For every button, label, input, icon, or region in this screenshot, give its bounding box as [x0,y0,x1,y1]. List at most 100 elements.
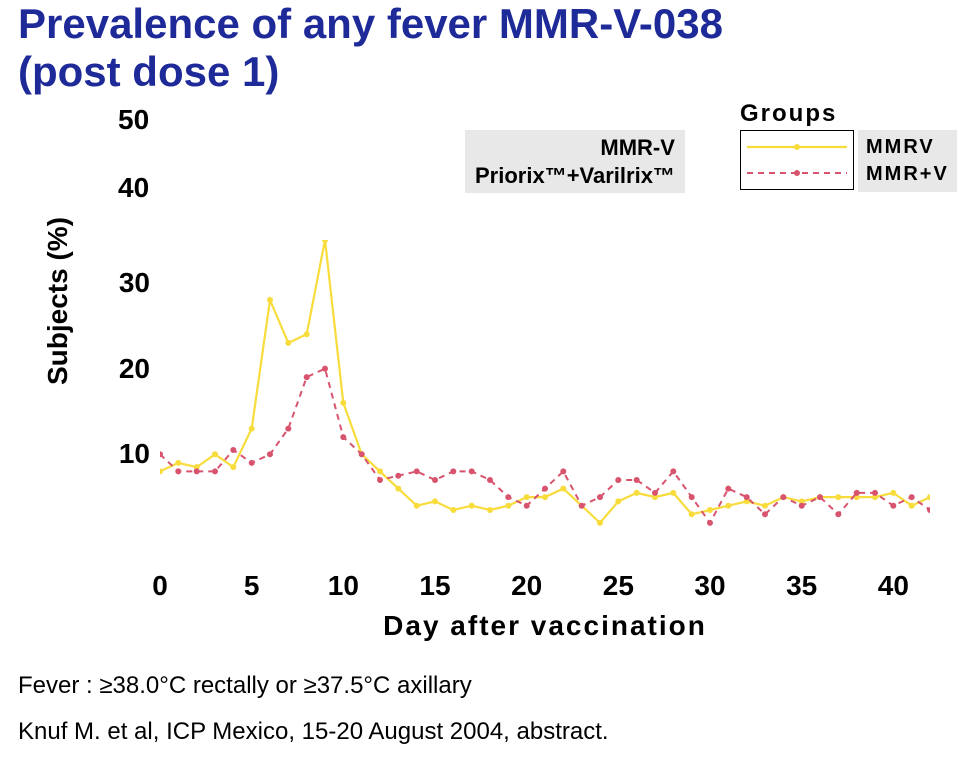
series-marker [175,460,181,466]
series-marker [487,507,493,513]
series-marker [322,366,328,372]
series-marker [909,494,915,500]
series-marker [377,468,383,474]
series-marker [505,494,511,500]
x-axis-label: Day after vaccination [383,610,707,642]
series-marker [560,468,566,474]
series-marker [744,494,750,500]
series-marker [872,490,878,496]
series-marker [432,498,438,504]
series-marker [854,490,860,496]
legend-groups-label: Groups [740,100,837,128]
legend-series-mmrv: MMR-V [475,134,675,162]
x-tick-label: 35 [786,570,817,602]
series-marker [267,451,273,457]
x-tick-label: 40 [878,570,909,602]
x-tick-label: 5 [244,570,260,602]
x-tick-label: 10 [328,570,359,602]
series-marker [450,468,456,474]
series-marker [432,477,438,483]
series-marker [560,486,566,492]
legend-series-names: MMR-V Priorix™+Varilrix™ [465,130,685,193]
series-marker [597,520,603,526]
series-marker [762,511,768,517]
series-marker [762,503,768,509]
series-marker [597,494,603,500]
series-marker [249,426,255,432]
series-marker [579,503,585,509]
series-marker [615,498,621,504]
series-marker [414,468,420,474]
series-marker [542,486,548,492]
series-marker [395,486,401,492]
series-marker [890,490,896,496]
series-marker [230,464,236,470]
series-marker [212,468,218,474]
series-marker [890,503,896,509]
series-marker [524,503,530,509]
series-marker [469,468,475,474]
series-marker [835,511,841,517]
series-marker [212,451,218,457]
series-marker [377,477,383,483]
series-marker [725,486,731,492]
x-tick-label: 25 [603,570,634,602]
x-tick-label: 15 [419,570,450,602]
series-marker [340,434,346,440]
legend-series-mmr-plus-v: Priorix™+Varilrix™ [475,162,675,190]
series-marker [304,331,310,337]
series-marker [909,503,915,509]
upper-tick-40: 40 [118,172,149,204]
x-tick-label: 30 [694,570,725,602]
y-tick-label: 20 [110,353,150,385]
y-tick-label: 30 [110,267,150,299]
series-marker [359,451,365,457]
y-axis-label: Subjects (%) [42,217,74,385]
series-marker [267,297,273,303]
series-marker [395,473,401,479]
series-marker [175,468,181,474]
series-marker [799,503,805,509]
footnote-citation: Knuf M. et al, ICP Mexico, 15-20 August … [18,718,609,746]
series-marker [707,507,713,513]
series-marker [469,503,475,509]
upper-tick-50: 50 [118,104,149,136]
series-marker [505,503,511,509]
legend-group-mmrv: MMRV [866,134,949,161]
series-marker [835,494,841,500]
series-marker [524,494,530,500]
series-marker [194,468,200,474]
series-marker [285,426,291,432]
series-marker [249,460,255,466]
x-tick-label: 0 [152,570,168,602]
series-marker [652,490,658,496]
line-chart [160,240,930,540]
series-marker [689,494,695,500]
series-marker [615,477,621,483]
chart-title: Prevalence of any fever MMR-V-038 (post … [18,0,723,97]
series-marker [634,477,640,483]
series-marker [340,400,346,406]
title-line2: (post dose 1) [18,48,279,95]
series-marker [689,511,695,517]
y-tick-label: 10 [110,438,150,470]
series-line-mmrv [160,240,930,523]
series-marker [230,447,236,453]
series-marker [817,494,823,500]
legend-marker-mmrpv-icon [794,170,800,176]
series-marker [670,490,676,496]
series-marker [322,240,328,243]
series-marker [725,503,731,509]
series-marker [634,490,640,496]
series-marker [487,477,493,483]
title-line1: Prevalence of any fever MMR-V-038 [18,0,723,47]
series-marker [414,503,420,509]
legend-group-codes: MMRV MMR+V [858,130,957,192]
legend-marker-mmrv-icon [794,144,800,150]
series-marker [285,340,291,346]
series-marker [542,494,548,500]
series-marker [670,468,676,474]
series-marker [707,520,713,526]
footnote-fever-def: Fever : ≥38.0°C rectally or ≥37.5°C axil… [18,672,472,700]
legend-group-mmr-plus-v: MMR+V [866,161,949,188]
